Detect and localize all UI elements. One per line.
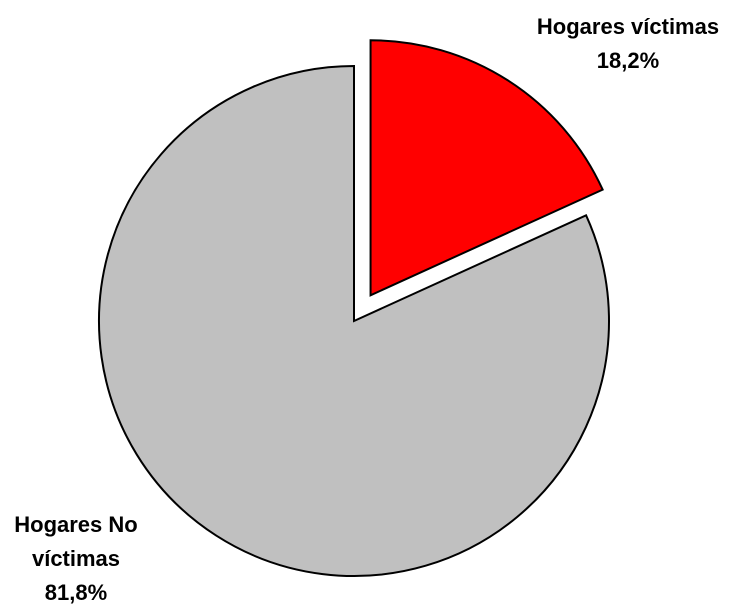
- value-label: 81,8%: [44, 580, 108, 605]
- slice-label: Hogares víctimas 18,2%: [498, 10, 746, 78]
- value-label: 18,2%: [596, 48, 660, 73]
- category-label: Hogares No víctimas: [14, 512, 138, 571]
- pie-slice: [98, 64, 610, 577]
- pie-slice: [369, 39, 604, 297]
- category-label: Hogares víctimas: [536, 14, 720, 39]
- slice-label: Hogares No víctimas 81,8%: [0, 508, 152, 610]
